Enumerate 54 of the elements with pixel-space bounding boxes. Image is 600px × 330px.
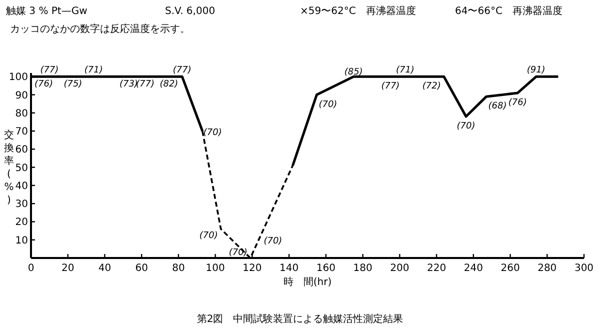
text: 触媒 3 % Pt—Gw (6, 6, 88, 17)
annotation: (77) (40, 66, 59, 76)
y-tick-label: 90 (15, 90, 28, 102)
y-tick-label: 100 (8, 72, 28, 84)
x-tick-label: 220 (426, 263, 446, 274)
annotation: (68) (488, 102, 507, 112)
annotation: (77) (136, 80, 155, 90)
annotation: (72) (422, 82, 441, 92)
annotation: (73) (119, 80, 138, 90)
x-tick-label: 80 (172, 263, 185, 274)
annotation: (71) (84, 66, 103, 76)
annotation: (91) (526, 66, 546, 76)
x-tick-label: 180 (353, 263, 372, 274)
text: 64〜66°C 再沸器温度 (455, 5, 562, 17)
annotation: (71) (396, 66, 414, 76)
x-tick-label: 140 (280, 263, 299, 274)
y-tick-label: 70 (15, 126, 28, 138)
y-tick-label: 60 (15, 144, 28, 156)
x-tick-label: 100 (206, 263, 225, 274)
x-tick-label: 300 (574, 263, 594, 274)
x-tick-label: 160 (316, 263, 336, 274)
annotation: (77) (172, 66, 192, 76)
x-tick-label: 200 (390, 263, 410, 274)
annotation: (77) (381, 82, 400, 92)
y-tick-label: 20 (15, 217, 28, 228)
x-tick-label: 240 (464, 263, 483, 274)
y-axis-title: 交換率(%) (4, 129, 14, 206)
x-tick-label: 20 (62, 263, 74, 274)
annotation: (70) (199, 230, 218, 241)
y-tick-label: 80 (15, 108, 28, 120)
y-tick-label: 50 (15, 162, 28, 174)
text: ×59〜62°C 再沸器温度 (300, 5, 416, 17)
annotation: (70) (456, 122, 476, 132)
annotation: (70) (203, 128, 222, 138)
annotation: (82) (160, 80, 178, 90)
y-tick-label: 40 (15, 180, 28, 192)
x-tick-label: 60 (135, 263, 148, 274)
y-tick-label: 30 (15, 199, 28, 210)
annotation: (76) (34, 80, 54, 90)
x-tick-label: 120 (242, 263, 262, 274)
x-axis-title: 時 間(hr) (283, 276, 332, 288)
annotation: (70) (264, 236, 282, 247)
text: カッコのなかの数字は反応温度を示す。 (10, 23, 190, 35)
x-tick-label: 0 (28, 263, 34, 274)
annotation: (70) (318, 100, 338, 110)
annotation: (76) (508, 98, 527, 108)
y-tick-label: 10 (15, 235, 28, 246)
x-tick-label: 40 (98, 263, 112, 274)
x-tick-label: 260 (500, 263, 520, 274)
text: S.V. 6,000 (165, 6, 216, 17)
x-tick-label: 280 (538, 263, 557, 274)
annotation: (75) (64, 80, 82, 90)
annotation: (85) (344, 68, 363, 78)
text: 第2図 中間試験装置による触媒活性測定結果 (196, 313, 404, 325)
